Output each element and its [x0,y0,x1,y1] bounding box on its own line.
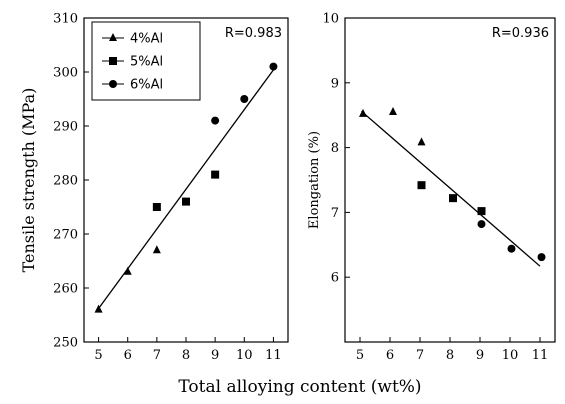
data-point-triangle [123,266,132,275]
data-point-triangle [94,304,103,313]
r-value-annotation: R=0.983 [225,26,282,41]
x-tick-label: 6 [386,348,394,363]
r-value-annotation: R=0.936 [492,26,549,41]
legend-marker-circle [109,80,117,88]
data-point-square [449,194,457,203]
y-tick-label: 6 [331,271,339,286]
x-tick-label: 10 [236,348,253,363]
x-tick-label: 10 [502,348,519,363]
y-tick-label: 290 [53,120,78,135]
data-point-square [211,170,220,179]
data-point-circle [211,116,220,125]
data-point-triangle [389,106,397,115]
data-point-circle [269,62,278,71]
data-point-circle [477,220,486,229]
x-tick-label: 9 [211,348,219,363]
legend-marker-square [109,57,117,65]
data-point-circle [537,253,546,262]
legend: 4%Al 5%Al 6%Al [91,21,201,101]
plot-frame [344,17,556,343]
data-point-circle [240,95,249,103]
x-tick-label: 8 [182,348,190,363]
x-tick-label: 7 [416,348,424,363]
y-tick-label: 310 [53,12,78,27]
regression-line [361,110,541,267]
y-axis-title: Elongation (%) [307,131,322,229]
x-tick-label: 11 [265,348,282,363]
legend-label: 5%Al [130,55,163,70]
x-tick-label: 6 [124,348,132,363]
x-axis-title: Total alloying content (wt%) [178,377,421,397]
y-axis-title: Tensile strength (MPa) [19,88,38,273]
y-tick-label: 7 [331,206,339,221]
data-point-square [152,203,161,211]
x-tick-label: 11 [532,348,549,363]
legend-label: 4%Al [130,32,163,47]
data-point-triangle [152,245,161,254]
data-point-square [417,181,426,190]
y-tick-label: 280 [53,174,78,189]
y-tick-label: 250 [53,336,78,351]
data-point-triangle [359,108,367,117]
tensile-strength-chart: 5 6 7 8 9 10 11 250 260 270 280 290 300 310 Tensile st… [19,12,289,363]
x-tick-label: 9 [476,348,484,363]
y-tick-label: 260 [53,282,78,297]
x-tick-label: 5 [356,348,364,363]
x-tick-label: 5 [94,348,102,363]
y-tick-label: 270 [53,228,78,243]
elongation-chart: 5 6 7 8 9 10 11 6 7 8 9 10 Elongation (%) R=0.936 [307,12,556,363]
x-tick-label: 7 [153,348,161,363]
data-point-circle [507,244,516,253]
y-tick-label: 300 [53,66,78,81]
data-point-triangle [417,137,426,146]
legend-marker-triangle [109,33,117,41]
data-point-square [182,197,190,206]
legend-label: 6%Al [130,78,163,93]
x-tick-label: 8 [446,348,454,363]
y-tick-label: 9 [331,76,339,91]
data-point-square [477,207,486,216]
y-tick-label: 8 [331,141,339,156]
y-tick-label: 10 [322,12,339,27]
